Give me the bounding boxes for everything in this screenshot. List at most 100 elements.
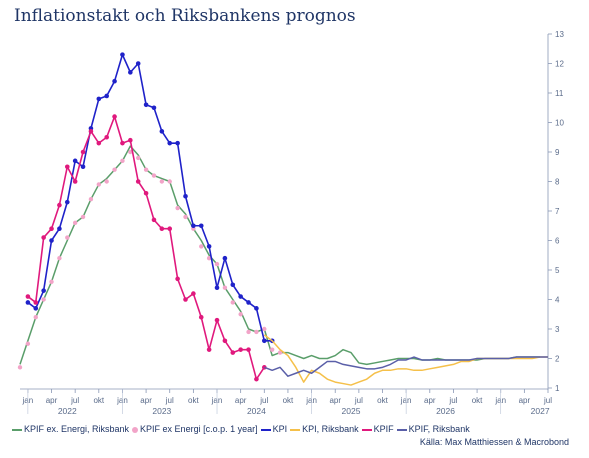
y-tick-label: 6 [555, 237, 560, 246]
series-point-kpif-ex-energi-c-o-p-1-year [65, 235, 70, 240]
series-point-kpi [64, 199, 70, 205]
series-point-kpif-ex-energi-c-o-p-1-year [222, 285, 228, 290]
x-tick-label: okt [93, 396, 104, 405]
series-point-kpif [246, 347, 251, 352]
x-year-label: 2022 [58, 406, 77, 416]
y-tick-label: 2 [555, 355, 560, 364]
x-tick-label: jan [116, 396, 128, 405]
series-point-kpi [214, 285, 220, 291]
series-line-kpif-riksbank [264, 356, 548, 377]
series-point-kpif [112, 114, 117, 119]
legend-label: KPIF ex Energi [c.o.p. 1 year] [140, 424, 258, 434]
x-tick-label: okt [377, 396, 388, 405]
series-point-kpi [72, 158, 78, 164]
series-point-kpif-ex-energi-c-o-p-1-year [214, 261, 220, 267]
series-point-kpif-ex-energi-c-o-p-1-year [136, 155, 141, 161]
series-point-kpif-ex-energi-c-o-p-1-year [183, 214, 188, 220]
series-point-kpi [206, 244, 212, 249]
legend-item-kpif-ex-energi-c-o-p-1-year: KPIF ex Energi [c.o.p. 1 year] [132, 424, 258, 434]
legend-swatch [260, 428, 271, 431]
series-point-kpif-ex-energi-c-o-p-1-year [88, 197, 94, 202]
x-tick-label: jul [354, 396, 363, 405]
x-tick-label: jan [400, 396, 412, 405]
series-point-kpif [57, 202, 62, 208]
series-point-kpi [135, 61, 141, 66]
series-point-kpif-ex-energi-c-o-p-1-year [206, 256, 212, 261]
legend-swatch [290, 428, 301, 431]
series-point-kpif [167, 226, 173, 231]
x-tick-label: apr [46, 396, 58, 405]
x-tick-label: jul [259, 396, 268, 405]
series-point-kpi [191, 223, 196, 229]
series-point-kpif-ex-energi-c-o-p-1-year [167, 179, 172, 184]
series-point-kpif-ex-energi-c-o-p-1-year [49, 279, 54, 284]
y-tick-label: 13 [555, 30, 564, 39]
legend-swatch [132, 426, 139, 433]
x-tick-label: okt [283, 396, 294, 405]
series-point-kpif [96, 140, 102, 146]
series-point-kpif-ex-energi-c-o-p-1-year [104, 179, 109, 184]
series-point-kpif-ex-energi-c-o-p-1-year [262, 326, 267, 332]
series-point-kpif-ex-energi-c-o-p-1-year [72, 220, 78, 225]
x-tick-label: jul [448, 396, 457, 405]
y-tick-label: 12 [555, 60, 564, 69]
series-point-kpi [246, 300, 251, 305]
series-point-kpif [254, 376, 259, 382]
legend-item-kpi-riksbank: KPI, Riksbank [290, 424, 359, 434]
series-point-kpif [151, 217, 157, 223]
series-point-kpi [151, 105, 157, 111]
series-point-kpif [33, 300, 39, 305]
series-point-kpi [167, 140, 173, 146]
series-point-kpif [222, 338, 228, 344]
series-point-kpif-ex-energi-c-o-p-1-year [80, 214, 86, 220]
series-point-kpi [198, 223, 204, 229]
series-point-kpi [230, 282, 236, 288]
x-tick-label: apr [519, 396, 531, 405]
series-point-kpif [72, 179, 78, 184]
x-tick-label: jan [305, 396, 317, 405]
series-point-kpi [175, 140, 180, 146]
legend-label: KPIF ex. Energi, Riksbank [24, 424, 130, 434]
series-point-kpi [80, 164, 86, 170]
legend: KPIF ex. Energi, Riksbank KPIF ex Energi … [12, 424, 587, 434]
x-year-label: 2024 [247, 406, 266, 416]
legend-item-kpif-riksbank: KPIF, Riksbank [396, 424, 470, 434]
x-year-label: 2025 [342, 406, 361, 416]
y-tick-label: 1 [555, 384, 560, 393]
x-tick-label: apr [140, 396, 152, 405]
series-point-kpif [80, 149, 86, 155]
chart-title: Inflationstakt och Riksbankens prognos [14, 6, 356, 26]
series-point-kpi [41, 288, 46, 293]
x-tick-label: okt [472, 396, 483, 405]
series-point-kpif [120, 140, 125, 146]
legend-label: KPI [272, 424, 288, 434]
y-tick-label: 3 [555, 325, 560, 334]
series-point-kpif-ex-energi-c-o-p-1-year [151, 173, 157, 178]
x-tick-label: jan [494, 396, 506, 405]
series-line-kpi [27, 53, 273, 342]
series-point-kpif-ex-energi-c-o-p-1-year [277, 350, 283, 355]
series-point-kpif-ex-energi-c-o-p-1-year [238, 312, 243, 317]
series-point-kpif-ex-energi-c-o-p-1-year [175, 205, 180, 211]
series-point-kpif [238, 347, 243, 352]
x-tick-label: apr [424, 396, 436, 405]
y-tick-label: 5 [555, 266, 560, 275]
series-point-kpif [198, 314, 204, 320]
y-tick-label: 7 [555, 207, 560, 216]
y-tick-label: 8 [555, 178, 560, 187]
series-point-kpif-ex-energi-c-o-p-1-year [159, 179, 165, 184]
series-point-kpi [254, 306, 259, 311]
series-point-kpi [112, 78, 117, 84]
legend-label: KPIF [373, 424, 394, 434]
series-point-kpif [159, 226, 165, 231]
y-tick-label: 10 [555, 119, 564, 128]
series-point-kpif [41, 235, 46, 240]
x-year-label: 2027 [531, 406, 550, 416]
series-point-kpi [261, 338, 267, 344]
series-point-kpif-ex-energi-c-o-p-1-year [57, 256, 62, 261]
series-point-kpif [214, 317, 220, 323]
series-point-kpif [191, 291, 196, 296]
plot-area [17, 52, 548, 386]
series-point-kpif-ex-energi-c-o-p-1-year [41, 297, 46, 302]
series-point-kpif-ex-energi-c-o-p-1-year [96, 182, 102, 187]
